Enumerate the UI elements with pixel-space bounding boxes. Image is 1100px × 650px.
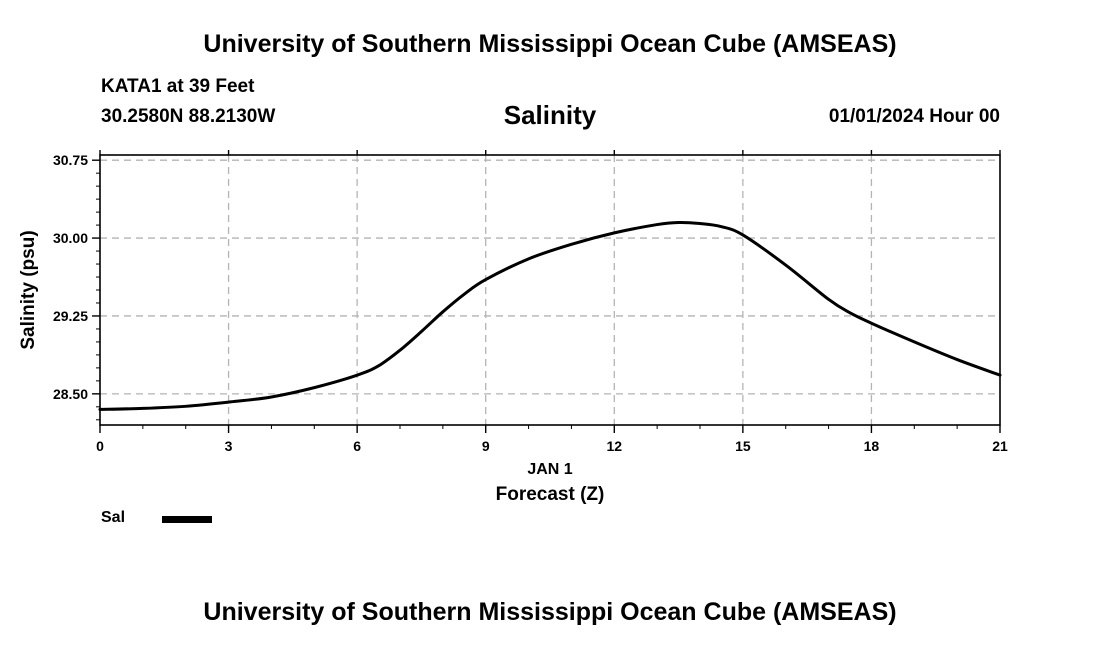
- series-line-sal: [98, 220, 1002, 411]
- tick-labels: 0 3 6 9 12 15 18 21 28.50 29.25 30.00 30.75: [53, 152, 1008, 454]
- ticks-layer: [92, 150, 1001, 433]
- x-tick-label: 6: [353, 438, 361, 454]
- x-tick-label: 21: [992, 438, 1008, 454]
- station-coordinates: 30.2580N 88.2130W: [101, 106, 276, 127]
- station-label: KATA1 at 39 Feet: [101, 76, 255, 97]
- grid-lines: [100, 155, 1000, 425]
- x-axis-sublabel: JAN 1: [527, 461, 572, 478]
- y-tick-label: 29.25: [53, 308, 88, 324]
- x-tick-label: 9: [482, 438, 490, 454]
- x-tick-label: 15: [735, 438, 751, 454]
- forecast-datetime: 01/01/2024 Hour 00: [828, 106, 1000, 127]
- x-tick-label: 12: [606, 438, 622, 454]
- plot-frame: [99, 154, 1001, 426]
- chart-title: Salinity: [503, 100, 597, 130]
- header-title: University of Southern Mississippi Ocean…: [203, 30, 897, 58]
- legend-label: Sal: [101, 509, 126, 526]
- legend-swatch: [162, 516, 212, 523]
- y-tick-label: 28.50: [53, 386, 88, 402]
- series-layer: [98, 220, 1002, 411]
- footer-title: University of Southern Mississippi Ocean…: [203, 598, 897, 626]
- x-tick-label: 18: [864, 438, 880, 454]
- y-tick-label: 30.00: [53, 230, 88, 246]
- x-tick-label: 0: [96, 438, 104, 454]
- x-axis-label: Forecast (Z): [496, 484, 605, 505]
- x-tick-label: 3: [225, 438, 233, 454]
- y-tick-label: 30.75: [53, 152, 88, 168]
- y-axis-label: Salinity (psu): [18, 230, 39, 349]
